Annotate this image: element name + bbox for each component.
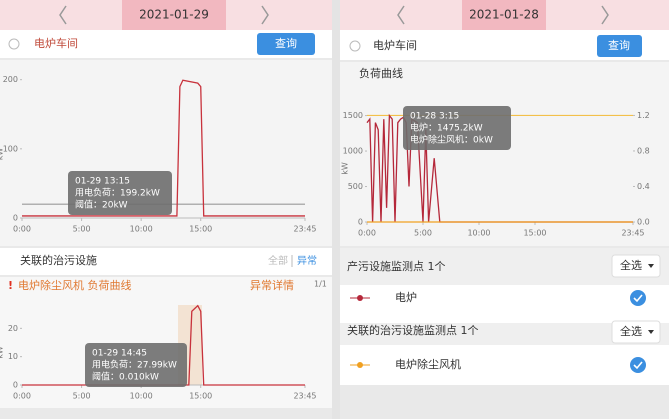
select-all[interactable] <box>611 254 661 278</box>
device-title: 电炉除尘风机 负荷曲线 <box>18 278 132 292</box>
detail-link[interactable]: 异常详情 <box>250 278 294 292</box>
group-title: 关联的治污设施监测点 1个 <box>347 323 479 337</box>
device-bg <box>0 277 332 408</box>
expand-icon[interactable] <box>349 40 361 52</box>
y-tick-label: 0 <box>13 214 18 223</box>
series-line <box>22 304 305 386</box>
filter-all[interactable]: 全部 <box>268 254 288 267</box>
x-tick-label: 5:00 <box>73 225 91 234</box>
alert: ! <box>8 279 13 292</box>
x-tick-label: 10:00 <box>130 392 153 401</box>
x-tick-label: 15:00 <box>523 229 546 238</box>
checkbox[interactable] <box>630 357 646 373</box>
tooltip-line: 01-28 3:15 <box>410 112 459 122</box>
chart-bg <box>340 62 669 246</box>
y-axis-label: kW <box>0 148 5 161</box>
y-tick-label: 100 <box>3 144 18 153</box>
x-tick-label: 5:00 <box>414 229 432 238</box>
x-tick-label: 15:00 <box>189 392 212 401</box>
y-tick-label: 200 <box>3 75 18 84</box>
x-tick-label: 23:45 <box>293 392 316 401</box>
y-tick-label: 1000 <box>343 147 363 156</box>
x-tick-label: 10:00 <box>130 225 153 234</box>
series-line <box>22 79 305 217</box>
select-all[interactable] <box>611 320 661 344</box>
tooltip-line: 阈值：0.010kW <box>92 371 159 383</box>
x-tick-label: 0:00 <box>13 392 31 401</box>
y-tick-label: 0 <box>13 381 18 390</box>
tooltip <box>403 106 511 150</box>
date[interactable]: 2021-01-28 <box>469 8 539 22</box>
prev-arrow[interactable] <box>59 5 67 25</box>
separator <box>332 0 340 419</box>
next-arrow[interactable] <box>601 5 609 25</box>
workshop: 电炉车间 <box>34 36 78 50</box>
item-row <box>340 345 669 385</box>
tooltip-line: 阈值：20kW <box>75 199 128 211</box>
tooltip-line: 01-29 13:15 <box>75 177 130 187</box>
tooltip-line: 01-29 14:45 <box>92 349 147 359</box>
check <box>633 361 643 370</box>
x-tick-label: 23:45 <box>293 225 316 234</box>
tooltip-line: 用电负荷：27.99kW <box>92 359 177 371</box>
tooltip <box>85 343 187 387</box>
select-all-label: 全选 <box>620 324 642 338</box>
x-tick-label: 5:00 <box>73 392 91 401</box>
y-tick-label: 1500 <box>343 111 363 120</box>
y-tick-label: 500 <box>348 182 363 191</box>
item-row <box>340 285 669 323</box>
legend-dot <box>357 362 363 368</box>
item-label: 电炉 <box>395 291 417 304</box>
group-bar <box>340 323 669 345</box>
y-tick-label: 10 <box>8 352 18 361</box>
checkbox[interactable] <box>630 290 646 306</box>
filter-abnormal[interactable]: 异常 <box>297 254 317 267</box>
page-indicator: 1/1 <box>314 280 327 289</box>
group-title: 产污设施监测点 1个 <box>347 259 446 273</box>
check <box>633 294 643 303</box>
y2-tick-label: 1.2 <box>637 111 650 120</box>
y2-tick-label: 0.0 <box>637 218 650 227</box>
x-tick-label: 0:00 <box>13 225 31 234</box>
section-bar <box>0 248 332 275</box>
y2-tick-label: 0.8 <box>637 146 650 155</box>
query-button[interactable] <box>257 33 315 55</box>
tooltip <box>68 171 172 215</box>
query-label: 查询 <box>275 36 297 50</box>
y-axis-label: kW <box>0 346 5 359</box>
date[interactable]: 2021-01-29 <box>139 8 209 22</box>
expand-icon[interactable] <box>8 38 20 50</box>
x-tick-label: 23:45 <box>621 229 644 238</box>
x-tick-label: 0:00 <box>358 229 376 238</box>
y-axis-label: kW <box>341 162 350 175</box>
tooltip-line: 电炉除尘风机：0kW <box>410 134 493 146</box>
tooltip-line: 电炉：1475.2kW <box>410 122 483 134</box>
chart-title: 负荷曲线 <box>359 66 403 80</box>
item-label: 电炉除尘风机 <box>395 357 461 371</box>
x-tick-label: 10:00 <box>467 229 490 238</box>
x-tick-label: 15:00 <box>189 225 212 234</box>
select-all-label: 全选 <box>620 258 642 272</box>
date-box <box>122 0 226 30</box>
workshop: 电炉车间 <box>373 38 417 52</box>
prev-arrow[interactable] <box>397 5 405 25</box>
y-tick-label: 0 <box>358 218 363 227</box>
query-button[interactable] <box>597 35 642 57</box>
section-title: 关联的治污设施 <box>20 253 97 267</box>
y2-tick-label: 0.4 <box>637 182 650 191</box>
y-tick-label: 20 <box>8 324 18 333</box>
date-box <box>462 0 546 30</box>
query-label: 查询 <box>608 38 630 52</box>
legend-dot <box>357 295 363 301</box>
tooltip-line: 用电负荷：199.2kW <box>75 187 160 199</box>
caret <box>648 264 654 268</box>
next-arrow[interactable] <box>261 5 269 25</box>
caret <box>648 330 654 334</box>
